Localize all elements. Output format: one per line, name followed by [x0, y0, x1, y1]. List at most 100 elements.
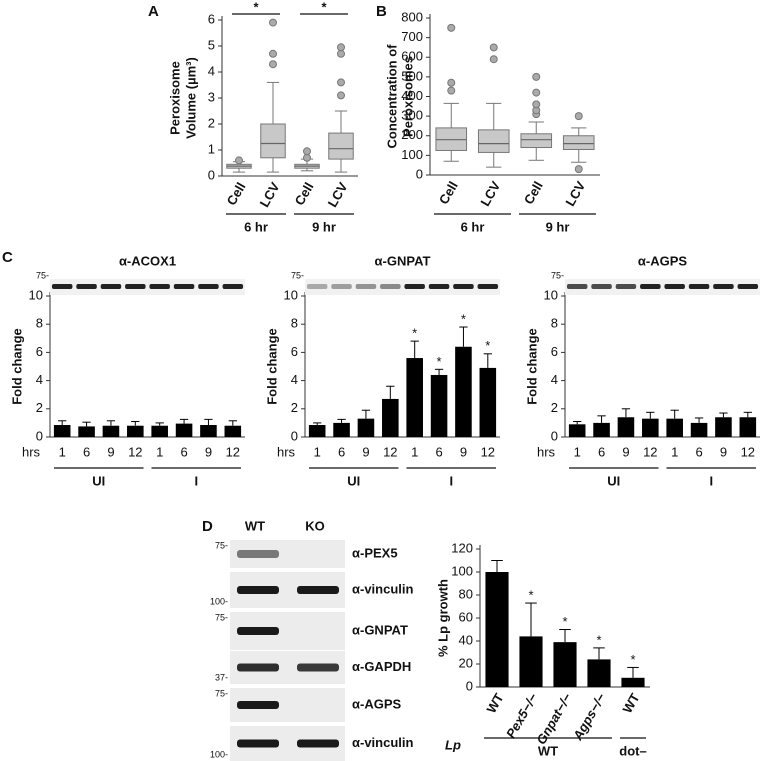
mw-marker: 75-: [36, 270, 49, 280]
y-tick-label: 2: [291, 400, 298, 415]
y-axis-label: Fold change: [9, 328, 24, 405]
y-tick-label: 300: [401, 108, 423, 123]
group-label: UI: [347, 473, 360, 488]
blot-band: [737, 284, 759, 289]
x-tick-label: LCV: [257, 179, 283, 209]
x-tick-label: 12: [128, 444, 142, 459]
x-tick-label: Agps−/−: [569, 690, 608, 743]
bar: [200, 425, 217, 437]
blot-row-label: α-PEX5: [352, 545, 398, 560]
outlier: [532, 100, 541, 109]
blot-band: [125, 284, 146, 289]
blot-band: [477, 284, 499, 289]
bar: [587, 659, 611, 687]
blot-band: [713, 284, 734, 289]
mw-marker: 75-: [215, 612, 228, 622]
blot-band: [237, 663, 279, 672]
outlier: [447, 23, 456, 32]
x-tick-label: 9: [622, 444, 629, 459]
blot-column-label: KO: [305, 518, 325, 533]
x-tick-label: 1: [156, 444, 163, 459]
bar: [224, 425, 242, 437]
x-tick-label: 12: [481, 444, 495, 459]
mw-marker: 75-: [291, 270, 304, 280]
blot-band: [297, 663, 339, 672]
y-tick-label: 600: [401, 49, 423, 64]
bar: [485, 572, 509, 687]
y-tick-label: 8: [36, 316, 43, 331]
group-label: I: [709, 473, 713, 488]
blot-band: [640, 284, 661, 289]
outlier: [447, 86, 456, 95]
x-tick-label: WT: [483, 691, 506, 716]
blot-band: [591, 284, 612, 289]
blot-band: [428, 284, 450, 289]
outlier: [574, 165, 583, 174]
y-tick-label: 0: [416, 166, 423, 181]
x-tick-label: 12: [643, 444, 657, 459]
blot-band: [380, 284, 401, 289]
bar: [617, 417, 635, 437]
blot-row-label: α-GNPAT: [352, 622, 408, 637]
x-tick-label: 1: [411, 444, 418, 459]
blot-band: [76, 284, 97, 289]
significance-star: *: [528, 587, 533, 602]
bar: [739, 417, 757, 437]
blot-band: [198, 284, 219, 289]
y-tick-label: 6: [36, 344, 43, 359]
x-prefix: hrs: [277, 444, 296, 459]
significance-star: *: [562, 614, 567, 629]
outlier: [337, 49, 345, 58]
y-tick-label: 4: [208, 63, 215, 78]
bar: [430, 374, 448, 437]
y-tick-label: 5: [208, 37, 215, 52]
blot-band: [297, 586, 339, 594]
x-tick-label: 9: [460, 444, 467, 459]
bar: [666, 418, 683, 437]
blot-band: [664, 284, 685, 289]
bar: [715, 417, 732, 437]
blot-row-label: α-GAPDH: [352, 659, 411, 674]
y-axis-label: Fold change: [264, 328, 279, 405]
significance-star: *: [596, 632, 601, 647]
y-tick-label: 500: [401, 68, 423, 83]
y-axis-label: % Lp growth: [435, 579, 450, 657]
x-tick-label: 6: [338, 444, 345, 459]
mw-marker: 100-: [210, 749, 228, 759]
box: [477, 129, 510, 153]
outlier: [269, 18, 277, 27]
blot-band: [237, 739, 279, 748]
box: [562, 135, 595, 150]
group-label: I: [194, 473, 198, 488]
blot-row-label: α-vinculin: [352, 735, 413, 750]
blot-band: [404, 284, 425, 289]
y-tick-label: 6: [208, 11, 215, 26]
y-tick-label: 0: [291, 428, 298, 443]
x-tick-label: LCV: [477, 178, 503, 208]
outlier: [303, 147, 311, 156]
group-label: 6 hr: [461, 219, 485, 234]
bar: [127, 425, 144, 437]
outlier: [447, 78, 456, 87]
blot-band: [237, 701, 279, 709]
y-tick-label: 1: [208, 141, 215, 156]
x-tick-label: 9: [107, 444, 114, 459]
chart-title: α-GNPAT: [375, 253, 431, 268]
box: [328, 132, 354, 160]
bar: [621, 677, 645, 687]
bar: [102, 425, 120, 437]
bar: [78, 426, 95, 437]
y-tick-label: 800: [401, 9, 423, 24]
x-tick-label: Pex5−/−: [503, 690, 541, 740]
blot-band: [51, 284, 73, 289]
y-tick-label: 0: [208, 167, 215, 182]
x-prefix: Lp: [445, 737, 461, 752]
bar: [553, 642, 577, 687]
y-tick-label: 6: [551, 344, 558, 359]
y-axis-label: Peroxisome: [167, 61, 182, 135]
blot-band: [688, 284, 710, 289]
group-label: 9 hr: [312, 219, 336, 234]
x-tick-label: LCV: [325, 179, 351, 209]
y-tick-label: 100: [401, 147, 423, 162]
y-tick-label: 10: [284, 287, 298, 302]
